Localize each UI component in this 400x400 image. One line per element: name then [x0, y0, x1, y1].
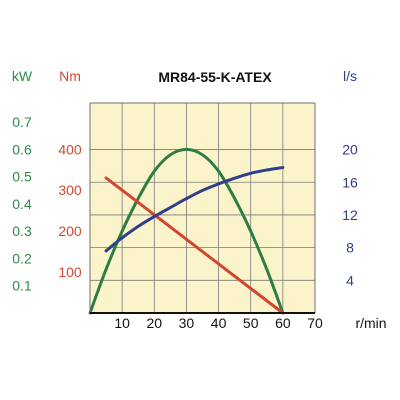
series-group — [88, 147, 285, 315]
grid — [90, 103, 315, 313]
tick-labels: 10 20 30 40 50 60 70 0.1 0.2 0.3 0.4 0.5 0.6 0.7 100 20… — [12, 114, 358, 331]
x-tick-label: 10 — [114, 315, 130, 331]
x-tick-label: 30 — [179, 315, 195, 331]
kw-tick-label: 0.5 — [12, 169, 32, 185]
chart-title: MR84-55-K-ATEX — [158, 69, 272, 85]
ls-tick-label: 8 — [346, 240, 354, 256]
kw-tick-label: 0.4 — [12, 196, 32, 212]
nm-tick-label: 100 — [58, 264, 82, 280]
ls-tick-label: 12 — [342, 207, 358, 223]
nm-tick-label: 400 — [58, 141, 82, 157]
flow-curve — [104, 166, 285, 253]
power-curve — [88, 147, 285, 315]
kw-tick-label: 0.2 — [12, 250, 32, 266]
nm-tick-label: 200 — [58, 223, 82, 239]
nm-tick-label: 300 — [58, 182, 82, 198]
nm-axis-unit: Nm — [59, 68, 81, 84]
kw-tick-label: 0.7 — [12, 114, 32, 130]
kw-tick-label: 0.3 — [12, 223, 32, 239]
kw-tick-label: 0.6 — [12, 141, 32, 157]
x-axis-unit: r/min — [355, 315, 386, 331]
x-tick-label: 70 — [307, 315, 323, 331]
x-tick-label: 20 — [146, 315, 162, 331]
ls-tick-label: 20 — [342, 142, 358, 158]
plot-area — [90, 103, 315, 313]
x-tick-label: 50 — [243, 315, 259, 331]
x-tick-label: 60 — [275, 315, 291, 331]
kw-tick-label: 0.1 — [12, 278, 32, 294]
torque-line — [104, 176, 285, 315]
plot-frame — [89, 102, 316, 314]
ls-tick-label: 4 — [346, 272, 354, 288]
ls-tick-label: 16 — [342, 174, 358, 190]
ls-axis-unit: l/s — [343, 68, 357, 84]
kw-axis-unit: kW — [12, 68, 33, 84]
x-tick-label: 40 — [211, 315, 227, 331]
